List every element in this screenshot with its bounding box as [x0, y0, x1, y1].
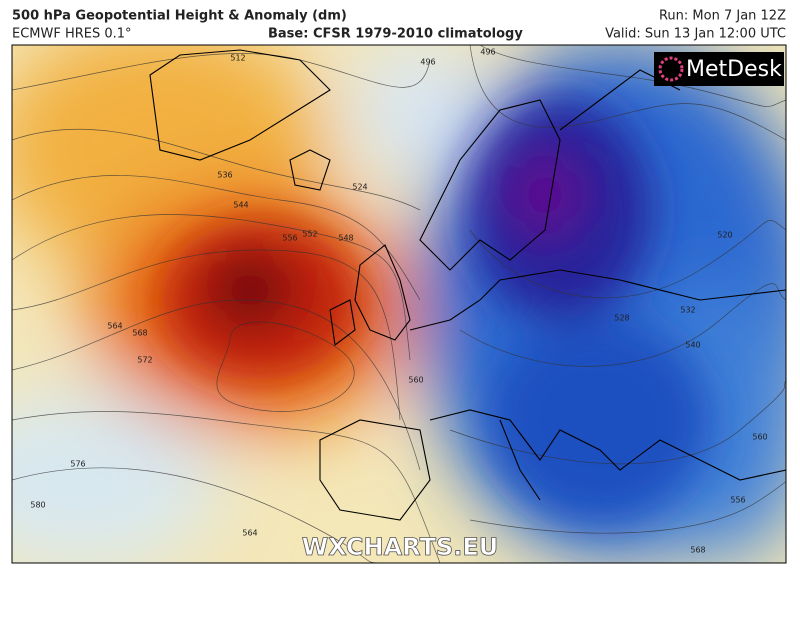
contour-label: 572 [137, 356, 152, 365]
model: ECMWF HRES 0.1° [12, 27, 132, 42]
contour-label: 556 [730, 496, 745, 505]
contour-label: 540 [685, 341, 700, 350]
watermark: WXCHARTS.EU [302, 533, 498, 561]
contour-label: 512 [230, 54, 245, 63]
contour-label: 560 [752, 433, 767, 442]
base: Base: CFSR 1979-2010 climatology [268, 27, 523, 42]
contours [12, 45, 786, 563]
contour-label: 568 [690, 546, 705, 555]
contour-label: 564 [107, 322, 122, 331]
map: 512 536 544 552 548 556 524 564 568 572 576 580 564 5… [12, 45, 786, 563]
run: Run: Mon 7 Jan 12Z [659, 9, 786, 24]
contour-label: 496 [420, 58, 435, 67]
logo-icon [658, 56, 684, 82]
contour-label: 552 [302, 230, 317, 239]
title: 500 hPa Geopotential Height & Anomaly (d… [12, 9, 347, 24]
contour-label: 576 [70, 460, 85, 469]
contour-label: 560 [408, 376, 423, 385]
map-frame [11, 44, 787, 564]
contour-label: 536 [217, 171, 232, 180]
contour-label: 568 [132, 329, 147, 338]
contour-label: 532 [680, 306, 695, 315]
contour-label: 496 [480, 48, 495, 57]
contour-labels: 512 536 544 552 548 556 524 564 568 572 576 580 564 5… [30, 48, 767, 555]
contour-label: 520 [717, 231, 732, 240]
contour-label: 544 [233, 201, 248, 210]
contour-label: 528 [614, 314, 629, 323]
contour-label: 524 [352, 183, 367, 192]
contour-label: 580 [30, 501, 45, 510]
valid: Valid: Sun 13 Jan 12:00 UTC [605, 27, 786, 42]
contour-label: 556 [282, 234, 297, 243]
logo: MetDesk [686, 57, 782, 82]
contour-label: 548 [338, 234, 353, 243]
contour-label: 564 [242, 529, 257, 538]
